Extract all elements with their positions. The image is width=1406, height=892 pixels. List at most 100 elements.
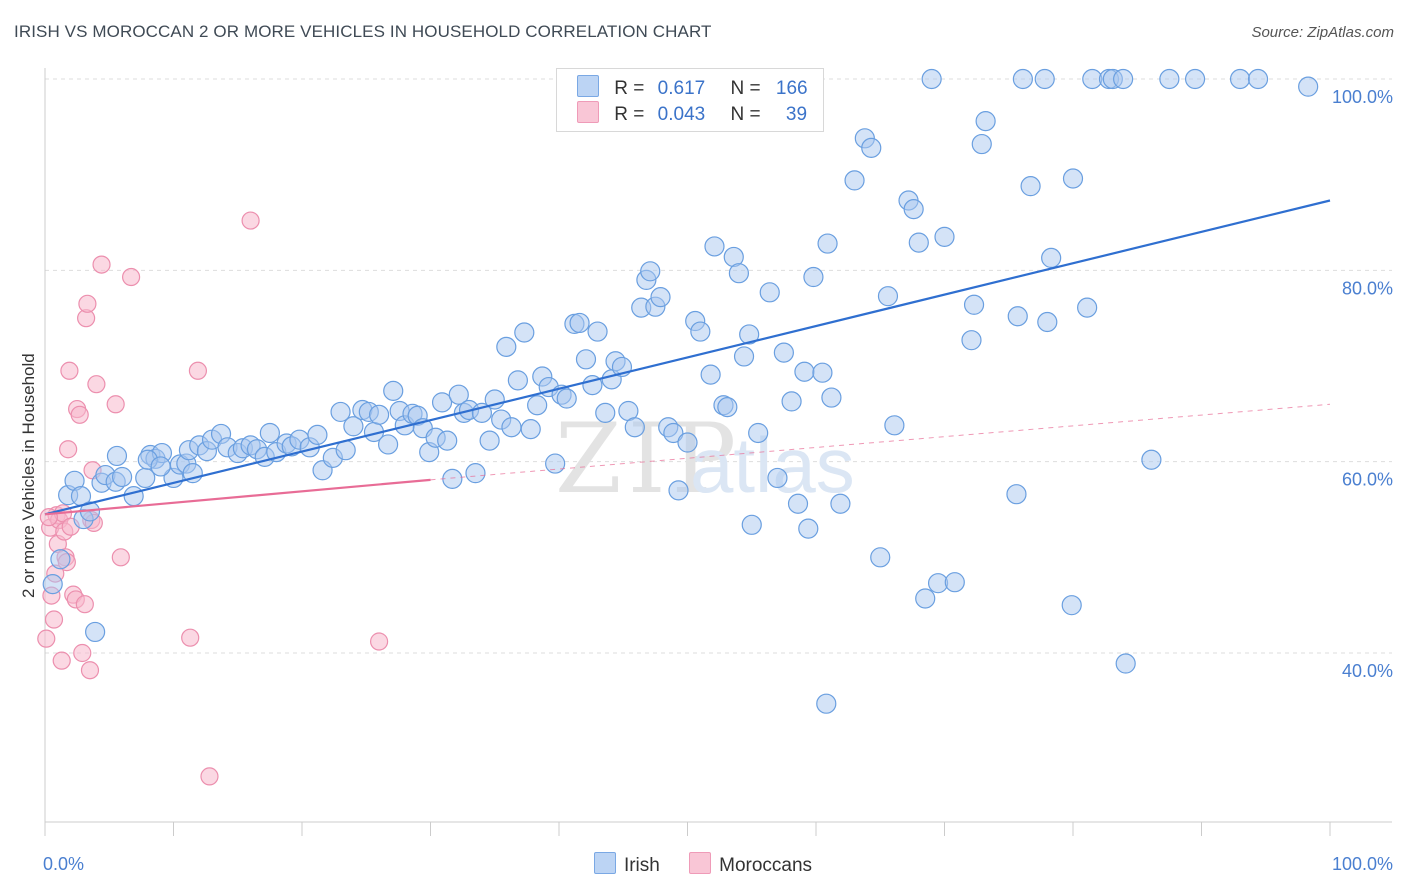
irish-point	[739, 324, 760, 345]
irish-point	[717, 397, 738, 418]
irish-point	[640, 261, 661, 282]
irish-point	[556, 388, 577, 409]
irish-point	[106, 445, 128, 467]
irish-point	[527, 395, 548, 416]
irish-point	[507, 370, 528, 391]
irish-point	[1141, 449, 1162, 470]
moroccan-point	[52, 651, 71, 670]
irish-point	[844, 170, 865, 191]
irish-point	[575, 349, 597, 370]
irish-point	[704, 236, 725, 257]
moroccan-point	[188, 361, 208, 380]
legend-r-label: R =	[614, 104, 645, 125]
irish-point	[830, 493, 851, 514]
irish-point	[1041, 247, 1062, 268]
irish-point	[728, 263, 750, 284]
irish-point	[1113, 68, 1134, 90]
irish-point	[1062, 168, 1084, 189]
irish-point	[1012, 68, 1033, 90]
moroccan-point	[78, 294, 97, 313]
chart-title: IRISH VS MOROCCAN 2 OR MORE VEHICLES IN …	[14, 22, 712, 41]
legend-n-value: 39	[785, 104, 808, 125]
irish-point	[915, 588, 936, 609]
irish-point	[496, 336, 517, 357]
x-tick-label: 100.0%	[1332, 854, 1393, 874]
irish-trend-line	[44, 199, 1331, 516]
legend-row-moroccans: R = 0.043 N = 39	[577, 101, 807, 127]
irish-point	[330, 401, 351, 423]
moroccan-point	[241, 211, 260, 230]
moroccan-point	[59, 440, 78, 459]
moroccan-point	[87, 375, 106, 394]
irish-point	[42, 574, 63, 595]
irish-point	[624, 417, 645, 438]
bottom-legend-moroccans-label: Moroccans	[719, 855, 813, 876]
bottom-legend-irish-label: Irish	[623, 855, 660, 876]
irish-point	[1061, 595, 1082, 616]
moroccan-swatch	[577, 101, 599, 123]
irish-point	[870, 547, 891, 568]
bottom-legend-irish: Irish	[593, 852, 660, 877]
y-tick-labels: 40.0% 60.0% 80.0% 100.0%	[1332, 87, 1393, 681]
irish-point	[821, 387, 842, 408]
irish-point	[545, 453, 566, 474]
irish-point	[1115, 653, 1136, 674]
moroccan-point	[70, 405, 89, 424]
legend-r-value: 0.617	[657, 78, 706, 99]
irish-point	[431, 392, 453, 413]
irish-point	[812, 362, 833, 383]
irish-point	[963, 294, 985, 315]
irish-point	[700, 364, 721, 385]
irish-swatch	[577, 75, 599, 97]
irish-point	[934, 226, 955, 247]
moroccan-point	[111, 548, 130, 567]
moroccan-point	[121, 267, 141, 287]
moroccan-point	[37, 629, 56, 648]
irish-point	[733, 346, 755, 367]
irish-point	[944, 572, 965, 593]
irish-point	[773, 342, 794, 363]
legend-r-label: R =	[614, 78, 645, 99]
moroccan-point	[44, 610, 64, 629]
irish-point	[595, 402, 616, 423]
y-tick-label: 60.0%	[1342, 470, 1393, 490]
irish-point	[465, 463, 486, 484]
irish-point	[1298, 76, 1319, 97]
y-tick-label: 80.0%	[1342, 278, 1393, 298]
source-credit: Source: ZipAtlas.com	[1251, 24, 1394, 41]
series-irish	[42, 68, 1319, 714]
watermark-atlas: atlas	[690, 421, 855, 509]
irish-point	[741, 514, 762, 535]
irish-point	[961, 330, 982, 351]
y-tick-label: 100.0%	[1332, 87, 1393, 107]
moroccan-point	[92, 255, 111, 274]
irish-point	[921, 68, 942, 90]
irish-point	[1077, 297, 1098, 318]
irish-point	[150, 456, 171, 477]
irish-point	[794, 361, 815, 382]
irish-point	[798, 518, 819, 539]
irish-point	[377, 434, 399, 455]
irish-point	[442, 468, 463, 489]
irish-point	[650, 287, 671, 308]
irish-point	[1006, 484, 1027, 505]
irish-point	[690, 321, 711, 342]
moroccan-point	[200, 767, 219, 786]
irish-point	[437, 430, 458, 451]
irish-point	[781, 391, 802, 412]
irish-point	[50, 549, 71, 570]
irish-point	[1037, 311, 1058, 333]
irish-point	[677, 432, 698, 453]
irish-point	[748, 422, 769, 444]
trend-lines	[44, 199, 1331, 516]
moroccan-point	[106, 395, 125, 414]
irish-point	[383, 380, 404, 401]
irish-point	[1007, 306, 1028, 327]
x-tick-label: 0.0%	[43, 854, 84, 874]
irish-point	[767, 467, 788, 489]
irish-point	[111, 466, 133, 488]
irish-swatch	[593, 852, 616, 874]
irish-point	[587, 321, 608, 342]
legend-n-label: N =	[730, 78, 761, 99]
